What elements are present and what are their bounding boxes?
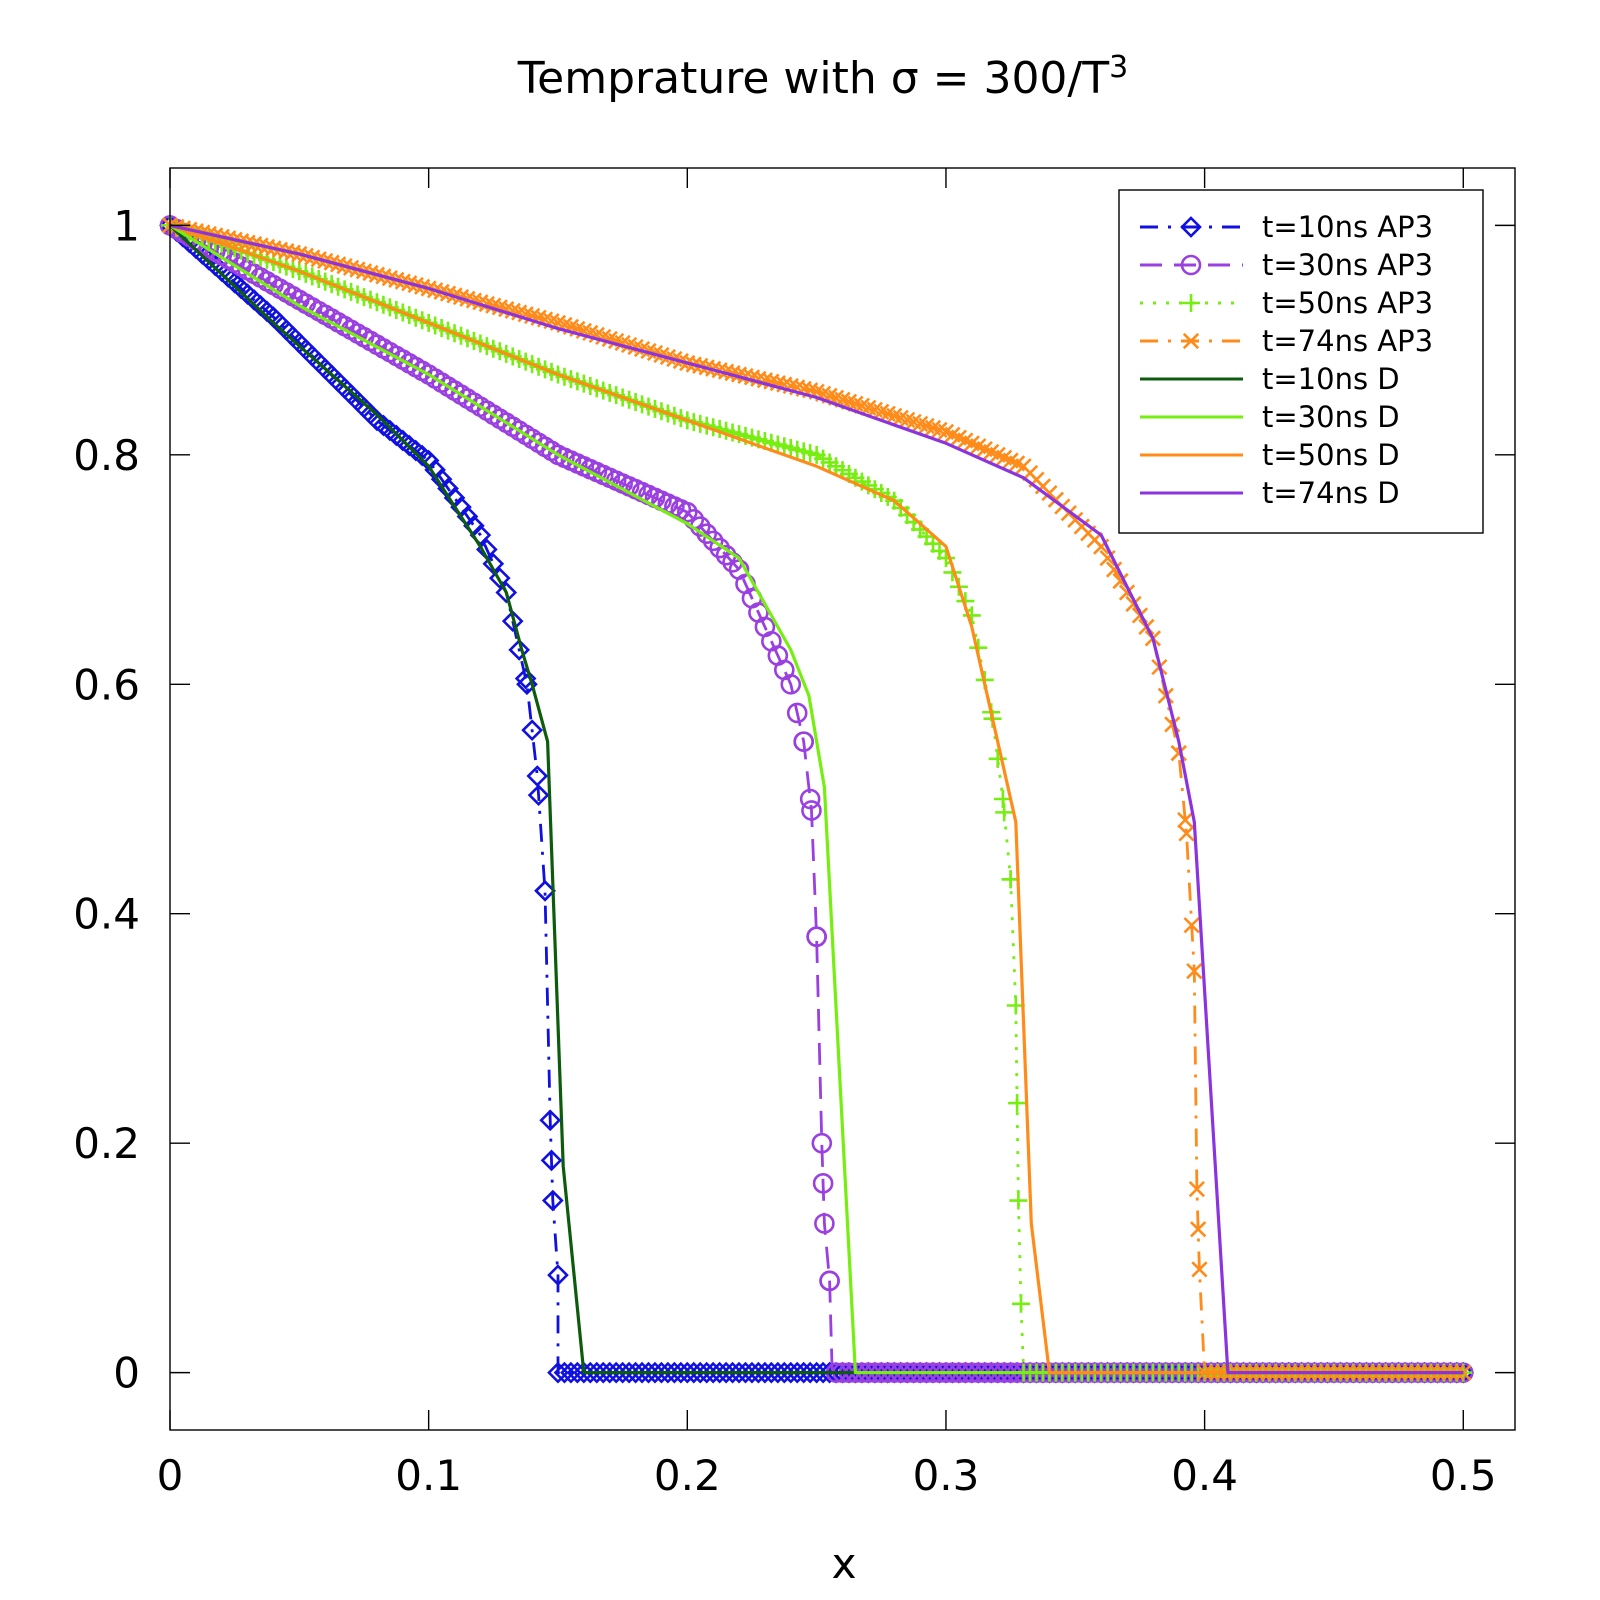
series-t-10ns-d bbox=[168, 224, 1464, 1375]
legend-label: t=10ns D bbox=[1262, 362, 1400, 396]
x-axis-label: x bbox=[832, 1539, 857, 1588]
data-point bbox=[527, 784, 550, 807]
legend-item: t=74ns D bbox=[1140, 476, 1400, 510]
x-tick-label: 0.1 bbox=[395, 1451, 462, 1500]
axes: 0 0.1 0.2 0.3 0.4 0.5 0 0.2 0.4 0.6 0.8 1 bbox=[73, 168, 1515, 1500]
data-point bbox=[812, 1173, 834, 1194]
series-t-74ns-d bbox=[169, 223, 1464, 1375]
data-point bbox=[1008, 1094, 1027, 1113]
data-point bbox=[993, 790, 1012, 808]
data-point bbox=[508, 639, 531, 661]
data-point bbox=[516, 673, 538, 696]
series-t-50ns-ap3 bbox=[161, 216, 1473, 1382]
data-point bbox=[1178, 825, 1195, 842]
data-point bbox=[1105, 561, 1123, 578]
data-point bbox=[534, 879, 556, 902]
legend-item: t=30ns AP3 bbox=[1140, 248, 1433, 282]
legend-item: t=50ns AP3 bbox=[1140, 286, 1433, 320]
data-point bbox=[539, 1109, 562, 1132]
legend-label: t=74ns AP3 bbox=[1262, 324, 1433, 358]
data-point bbox=[514, 667, 537, 690]
legend-label: t=50ns D bbox=[1262, 438, 1400, 472]
series-line bbox=[169, 223, 1464, 1375]
series-t-30ns-d bbox=[169, 224, 1464, 1375]
chart-title-superscript: 3 bbox=[1109, 50, 1128, 85]
data-point bbox=[677, 501, 698, 523]
data-point bbox=[1009, 1191, 1028, 1210]
data-point bbox=[495, 581, 518, 604]
y-tick-label: 1 bbox=[113, 201, 140, 250]
legend-marker bbox=[1182, 294, 1200, 312]
data-point bbox=[1183, 917, 1200, 934]
y-tick-label: 0.8 bbox=[73, 431, 140, 480]
legend-item: t=10ns D bbox=[1140, 362, 1400, 396]
y-tick-label: 0.6 bbox=[73, 660, 140, 709]
data-point bbox=[540, 1149, 563, 1172]
data-point bbox=[1191, 1261, 1208, 1278]
x-tick-label: 0 bbox=[157, 1451, 184, 1500]
legend-item: t=10ns AP3 bbox=[1140, 210, 1433, 244]
x-tick-label: 0.4 bbox=[1171, 1451, 1238, 1500]
data-point bbox=[819, 1270, 840, 1292]
data-point bbox=[814, 1213, 835, 1234]
data-point bbox=[501, 610, 524, 633]
legend-marker bbox=[1180, 216, 1202, 238]
legend-label: t=30ns D bbox=[1262, 400, 1400, 434]
legend-item: t=50ns D bbox=[1140, 438, 1400, 472]
y-tick-label: 0.2 bbox=[73, 1119, 140, 1168]
series-line bbox=[169, 224, 1464, 1375]
x-tick-label: 0.3 bbox=[913, 1451, 980, 1500]
y-tick-label: 0 bbox=[113, 1349, 140, 1398]
legend-marker bbox=[1180, 254, 1202, 276]
data-point bbox=[696, 523, 718, 544]
data-point bbox=[526, 765, 549, 787]
data-point bbox=[1188, 1180, 1205, 1198]
data-point bbox=[799, 788, 821, 810]
data-point bbox=[1186, 962, 1203, 980]
data-point bbox=[541, 1189, 564, 1212]
x-tick-label: 0.5 bbox=[1430, 1451, 1497, 1500]
legend-box bbox=[1118, 189, 1484, 534]
data-point bbox=[417, 449, 440, 472]
data-point bbox=[801, 800, 822, 821]
plot-frame bbox=[169, 167, 1516, 1431]
legend-label: t=30ns AP3 bbox=[1262, 248, 1433, 282]
data-point bbox=[1099, 549, 1116, 567]
data-point bbox=[988, 749, 1007, 768]
data-point bbox=[786, 702, 808, 724]
data-point bbox=[521, 719, 543, 742]
series-line bbox=[169, 223, 1464, 1375]
data-point bbox=[1177, 811, 1194, 829]
y-tick-label: 0.4 bbox=[73, 890, 140, 939]
legend-label: t=50ns AP3 bbox=[1262, 286, 1433, 320]
series-layer bbox=[159, 214, 1475, 1384]
data-point bbox=[962, 606, 981, 625]
legend-marker bbox=[1182, 332, 1200, 350]
series-line bbox=[168, 224, 1464, 1375]
data-point bbox=[811, 1132, 833, 1154]
data-point bbox=[488, 567, 511, 589]
chart-title: Temprature with σ = 300/T3 bbox=[517, 50, 1128, 104]
data-point bbox=[793, 731, 815, 752]
data-point bbox=[1011, 1294, 1030, 1313]
data-point bbox=[780, 673, 802, 695]
legend-label: t=74ns D bbox=[1262, 476, 1400, 510]
legend-item: t=74ns AP3 bbox=[1140, 324, 1433, 358]
data-point bbox=[1190, 1221, 1207, 1238]
legend-label: t=10ns AP3 bbox=[1262, 210, 1433, 244]
legend: t=10ns AP3 t=30ns AP3 t=50ns AP3 t=74ns AP3… bbox=[1118, 189, 1484, 534]
legend-item: t=30ns D bbox=[1140, 400, 1400, 434]
data-point bbox=[702, 530, 724, 552]
series-t-50ns-d bbox=[169, 223, 1464, 1375]
data-point bbox=[806, 926, 827, 947]
data-point bbox=[936, 549, 955, 568]
data-point bbox=[709, 537, 730, 559]
data-point bbox=[547, 1264, 569, 1286]
x-tick-label: 0.2 bbox=[654, 1451, 721, 1500]
